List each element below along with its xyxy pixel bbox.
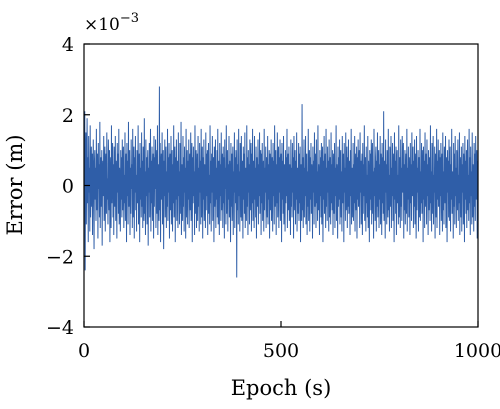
y-axis-ticks: −4 −2 0 2 4 (46, 34, 90, 339)
series-line (83, 86, 479, 278)
x-tick-label: 1000 (454, 340, 500, 362)
x-tick-label: 0 (78, 340, 90, 362)
x-tick-label: 500 (263, 340, 299, 362)
y-tick-label: 2 (62, 105, 74, 127)
y-tick-label: −4 (46, 317, 74, 339)
y-tick-label: 4 (62, 34, 74, 56)
x-axis-title: Epoch (s) (231, 376, 332, 400)
x-axis-ticks: 0 500 1000 (78, 321, 500, 362)
y-tick-label: −2 (46, 246, 74, 268)
y-multiplier-label: ×10−3 (84, 11, 139, 35)
y-tick-label: 0 (62, 176, 74, 198)
y-axis-title: Error (m) (3, 134, 27, 235)
